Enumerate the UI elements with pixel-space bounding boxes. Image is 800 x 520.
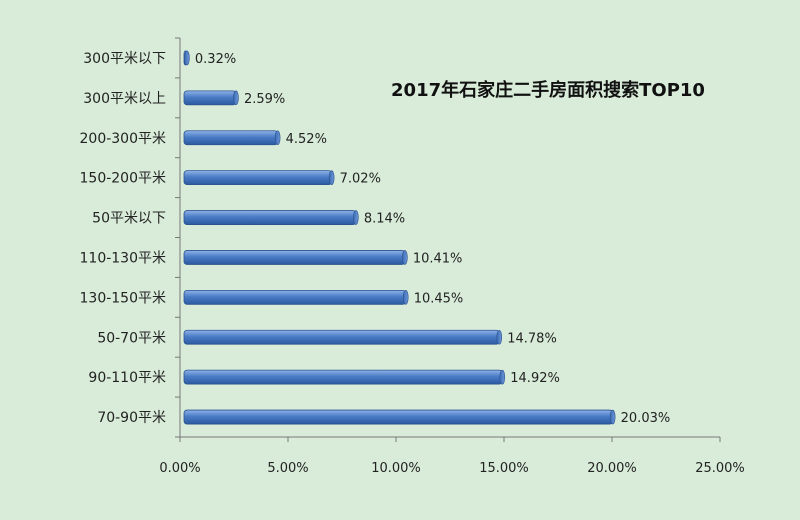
x-tick-label: 20.00% [587,461,637,476]
bar [183,90,239,106]
data-label: 10.41% [413,251,463,266]
bar-cap [499,369,506,385]
category-label: 50平米以下 [92,211,166,227]
bar [183,369,506,385]
bar-cap [402,290,409,305]
bar [183,50,190,66]
category-label: 90-110平米 [88,370,166,386]
x-tick-label: 10.00% [371,461,421,476]
x-tick-label: 0.00% [159,461,200,476]
bar-cap [496,329,503,345]
bar-cap [402,250,408,265]
bar [183,250,408,265]
bar-cap [184,50,190,66]
bar [183,130,281,146]
bar-body [183,289,407,305]
labels: 0.00% 5.00% 10.00% 15.00% 20.00% 25.00% 300平米以… [80,51,745,476]
bar-body [183,210,357,225]
bar [183,170,335,186]
chart-title: 2017年石家庄二手房面积搜索TOP10 [391,79,705,101]
bar-cap [353,210,359,225]
data-label: 2.59% [244,92,285,107]
bar-cap [328,170,335,185]
axes [175,37,721,442]
category-label: 300平米以下 [83,51,166,67]
category-label: 50-70平米 [97,330,166,346]
bar-cap [609,409,616,425]
bar [183,329,503,345]
bar-body [183,369,503,385]
category-label: 70-90平米 [97,410,166,426]
category-label: 150-200平米 [80,171,167,187]
bars [183,50,616,425]
data-label: 14.78% [507,331,557,346]
category-label: 130-150平米 [80,290,167,306]
bar-body [183,250,406,265]
bar [183,289,409,305]
bar-body [183,130,279,146]
data-label: 10.45% [414,291,464,306]
bar-cap [233,90,239,106]
x-tick-label: 15.00% [479,461,529,476]
bar [183,409,616,425]
x-tick-label: 25.00% [695,461,745,476]
data-label: 0.32% [195,52,236,67]
data-label: 8.14% [364,212,405,227]
bar-cap [274,130,281,146]
category-label: 200-300平米 [80,131,167,147]
bar [183,210,359,225]
data-label: 4.52% [286,132,327,147]
bar-body [183,329,500,345]
bar-body [183,90,237,106]
category-label: 110-130平米 [80,250,167,266]
data-label: 20.03% [621,411,671,426]
category-label: 300平米以上 [83,91,166,107]
data-label: 14.92% [510,371,560,386]
bar-body [183,409,614,425]
x-tick-label: 5.00% [267,461,308,476]
bar-body [183,170,333,186]
data-label: 7.02% [340,172,381,187]
